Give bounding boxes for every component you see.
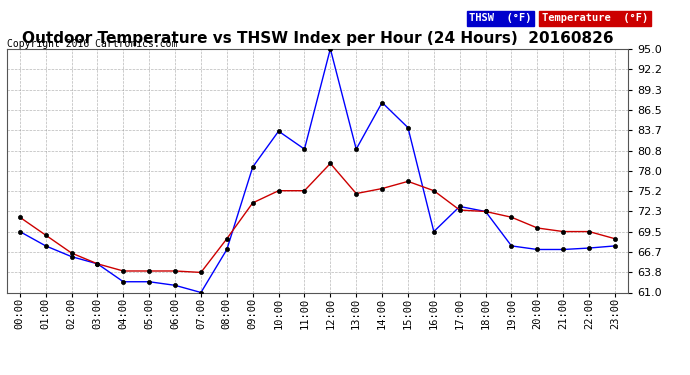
Text: Copyright 2016 Cartronics.com: Copyright 2016 Cartronics.com — [7, 39, 177, 50]
Text: Temperature  (°F): Temperature (°F) — [542, 13, 648, 23]
Text: THSW  (°F): THSW (°F) — [469, 13, 532, 23]
Title: Outdoor Temperature vs THSW Index per Hour (24 Hours)  20160826: Outdoor Temperature vs THSW Index per Ho… — [21, 31, 613, 46]
